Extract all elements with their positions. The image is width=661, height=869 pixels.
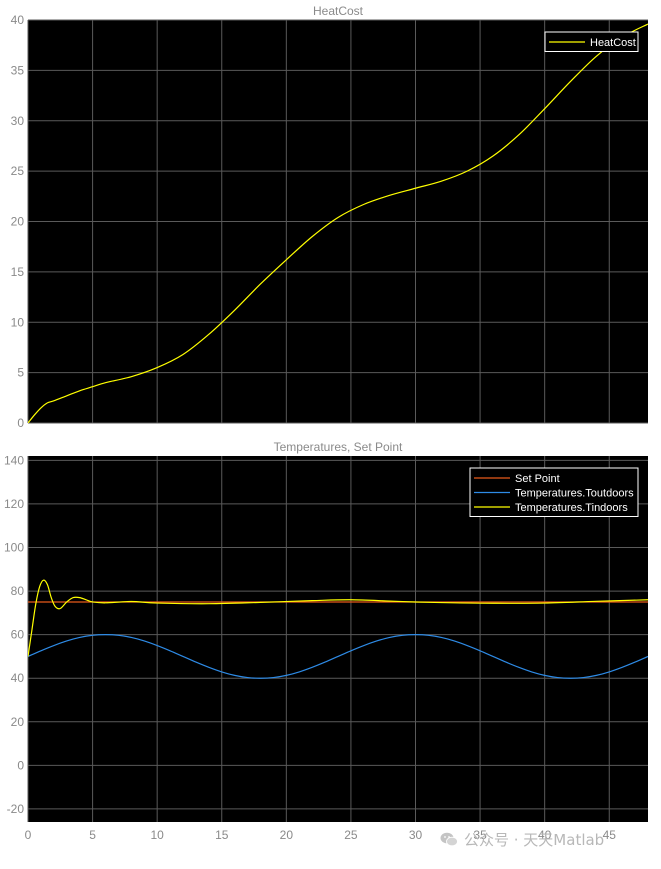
- legend-label: Temperatures.Toutdoors: [515, 488, 634, 500]
- watermark-text: 公众号 · 天天Matlab: [464, 831, 605, 849]
- x-tick-label: 30: [409, 828, 423, 842]
- y-tick-label: 35: [11, 63, 25, 77]
- x-tick-label: 20: [280, 828, 294, 842]
- y-tick-label: 100: [4, 541, 24, 555]
- y-tick-label: 0: [17, 416, 24, 430]
- y-tick-label: 140: [4, 453, 24, 467]
- legend-label: HeatCost: [590, 37, 636, 49]
- x-tick-label: 10: [150, 828, 164, 842]
- y-tick-label: 120: [4, 497, 24, 511]
- x-tick-label: 0: [25, 828, 32, 842]
- chart-panel-1: HeatCost 0 5 10 15 20 25 30 35 40 HeatCost: [11, 4, 648, 430]
- y-tick-label: 20: [11, 215, 25, 229]
- x-tick-label: 40: [538, 828, 552, 842]
- y-tick-label: 0: [17, 758, 24, 772]
- x-tick-label: 5: [89, 828, 96, 842]
- wechat-icon: [440, 832, 458, 847]
- y-tick-label: 15: [11, 265, 25, 279]
- y-tick-label: 40: [11, 671, 25, 685]
- series-line-temperatures-toutdoors: [28, 634, 648, 679]
- y-tick-label: 25: [11, 164, 25, 178]
- y-tick-label: 5: [17, 366, 24, 380]
- series-line-temperatures-tindoors: [28, 579, 648, 657]
- y-tick-label: -20: [7, 802, 25, 816]
- series-line-heatcost: [28, 23, 648, 423]
- legend-label: Set Point: [515, 473, 560, 485]
- y-tick-label: 10: [11, 315, 25, 329]
- x-tick-label: 25: [344, 828, 358, 842]
- x-tick-label: 35: [473, 828, 487, 842]
- legend: Set Point Temperatures.Toutdoors Temperatu…: [469, 467, 639, 517]
- x-tick-label: 15: [215, 828, 229, 842]
- legend-label: Temperatures.Tindoors: [515, 502, 628, 514]
- y-tick-label: 30: [11, 114, 25, 128]
- y-tick-label: 80: [11, 584, 25, 598]
- y-tick-label: 60: [11, 628, 25, 642]
- y-tick-label: 40: [11, 13, 25, 27]
- chart-panel-2: Temperatures, Set Point 0 5 10 15 20 25 30 35 40 4…: [4, 440, 648, 842]
- legend: HeatCost: [544, 31, 639, 52]
- x-tick-label: 45: [603, 828, 617, 842]
- y-tick-label: 20: [11, 715, 25, 729]
- chart-title: HeatCost: [313, 4, 364, 18]
- legend-box: [544, 31, 639, 52]
- chart-title: Temperatures, Set Point: [274, 440, 403, 454]
- watermark: 公众号 · 天天Matlab: [440, 829, 604, 850]
